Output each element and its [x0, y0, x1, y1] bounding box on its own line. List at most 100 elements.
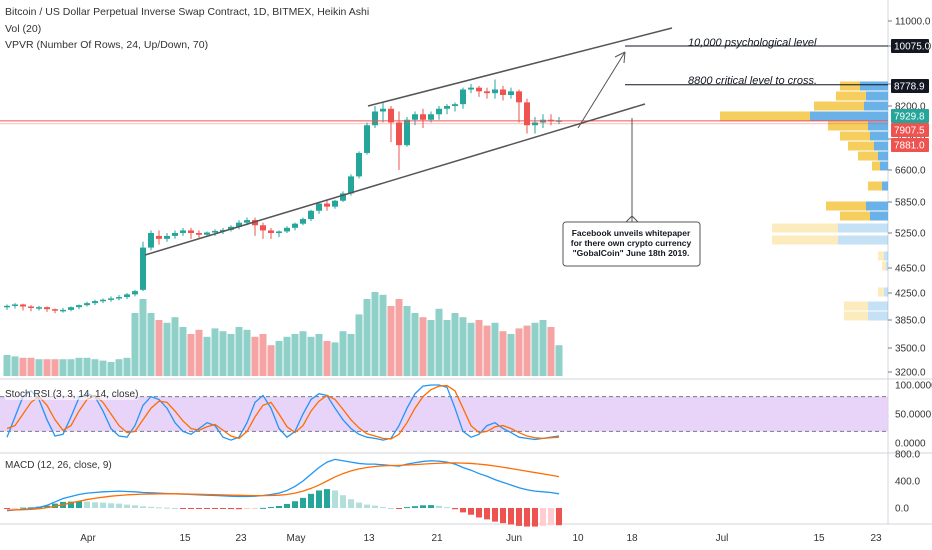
candle-body — [284, 227, 290, 232]
callout-text-line: "GobalCoin" June 18th 2019. — [573, 248, 690, 258]
vpvr-down-bar — [878, 287, 884, 297]
stoch-k-line — [6, 384, 560, 441]
time-tick-label: 18 — [626, 533, 638, 544]
vpvr-down-bar — [868, 181, 882, 191]
candle-body — [44, 307, 50, 310]
volume-bar — [427, 320, 435, 376]
stoch-rsi-pane: 100.0000 50.0000 0.0000 — [0, 381, 932, 450]
volume-bar — [499, 331, 507, 376]
vpvr-up-bar — [884, 251, 888, 261]
price-tick-label: 5850.0 — [895, 198, 926, 209]
volume-bar — [11, 356, 19, 376]
volume-bar — [147, 313, 155, 376]
macd-histogram-bar — [108, 503, 114, 508]
macd-histogram-bar — [268, 506, 274, 508]
price-tag-label: 10075.0 — [894, 42, 931, 53]
macd-histogram-bar — [28, 507, 34, 509]
candle-body — [164, 235, 170, 239]
vpvr-up-bar — [864, 101, 888, 111]
volume-bar — [435, 308, 443, 376]
candle-body — [92, 301, 98, 304]
volume-bar — [451, 313, 459, 376]
macd-histogram-bar — [548, 508, 554, 526]
vpvr-down-bar — [844, 311, 868, 321]
volume-bar — [51, 359, 59, 376]
chart-legend: Bitcoin / US Dollar Perpetual Inverse Sw… — [5, 4, 369, 54]
macd-tick-label: 0.0 — [895, 504, 909, 515]
volume-bar — [387, 306, 395, 376]
vpvr-down-bar — [844, 301, 868, 311]
volume-bar — [3, 355, 11, 376]
macd-label[interactable]: MACD (12, 26, close, 9) — [5, 460, 112, 471]
candle-body — [452, 104, 458, 106]
stoch-tick-label: 50.0000 — [895, 410, 932, 421]
vpvr-up-bar — [838, 223, 888, 233]
candle-body — [476, 87, 482, 92]
volume-bar — [107, 362, 115, 376]
volume-bar — [75, 357, 83, 376]
volume-bar — [355, 314, 363, 376]
volume-bar — [115, 359, 123, 376]
volume-bar — [531, 322, 539, 376]
macd-histogram-bar — [212, 508, 218, 509]
candle-body — [372, 111, 378, 126]
volume-bar — [307, 336, 315, 376]
time-tick-label: 10 — [572, 533, 584, 544]
candle-body — [148, 233, 154, 248]
vpvr-histogram — [720, 81, 888, 321]
vpvr-indicator-label[interactable]: VPVR (Number Of Rows, 24, Up/Down, 70) — [5, 39, 209, 51]
candle-body — [100, 299, 106, 302]
volume-bar — [227, 334, 235, 376]
volume-bar — [515, 328, 523, 376]
candle-body — [204, 232, 210, 235]
macd-histogram-bar — [252, 508, 258, 509]
macd-histogram-bar — [460, 508, 466, 513]
price-tick-label: 5250.0 — [895, 229, 926, 240]
candle-body — [276, 231, 282, 233]
psychological-level-annotation: 10,000 psychological level — [688, 37, 817, 49]
volume-bar — [211, 328, 219, 376]
macd-histogram-bar — [484, 508, 490, 520]
candle-body — [524, 102, 530, 126]
macd-histogram-bar — [444, 507, 450, 509]
time-tick-label: Jun — [506, 533, 522, 544]
vpvr-down-bar — [840, 81, 860, 91]
candle-body — [300, 219, 306, 224]
volume-bar — [83, 357, 91, 376]
callout-text-line: Facebook unveils whitepaper — [572, 228, 691, 238]
volume-bar — [483, 325, 491, 376]
price-tag-label: 7907.5 — [894, 126, 925, 137]
stoch-rsi-label[interactable]: Stoch RSI (3, 3, 14, 14, close) — [5, 389, 139, 400]
price-tick-label: 8200.0 — [895, 102, 926, 113]
candle-body — [12, 304, 18, 306]
volume-bar — [139, 299, 147, 376]
candle-body — [220, 229, 226, 232]
macd-histogram-bar — [316, 490, 322, 508]
volume-bar — [323, 341, 331, 376]
symbol-title: Bitcoin / US Dollar Perpetual Inverse Sw… — [5, 6, 370, 18]
volume-bar — [371, 292, 379, 376]
volume-bar — [259, 334, 267, 376]
macd-histogram-bar — [180, 508, 186, 509]
vpvr-up-bar — [810, 111, 888, 121]
critical-level-annotation: 8800 critical level to cross. — [688, 75, 817, 87]
candle-body — [36, 307, 42, 309]
volume-bar — [331, 342, 339, 376]
macd-histogram-bar — [196, 508, 202, 509]
candle-body — [500, 89, 506, 95]
vpvr-up-bar — [838, 235, 888, 245]
volume-bar — [315, 334, 323, 376]
volume-bar — [91, 359, 99, 376]
macd-histogram-bar — [260, 507, 266, 509]
candle-body — [140, 247, 146, 290]
macd-histogram-bar — [76, 501, 82, 508]
candle-body — [460, 89, 466, 105]
breakout-arrow — [577, 51, 626, 129]
volume-indicator-label[interactable]: Vol (20) — [5, 22, 42, 35]
candle-body — [124, 294, 130, 298]
macd-histogram-bar — [372, 505, 378, 508]
macd-histogram-bar — [396, 508, 402, 509]
candle-body — [404, 119, 410, 146]
time-tick-label: 23 — [235, 533, 247, 544]
volume-bar — [43, 359, 51, 376]
